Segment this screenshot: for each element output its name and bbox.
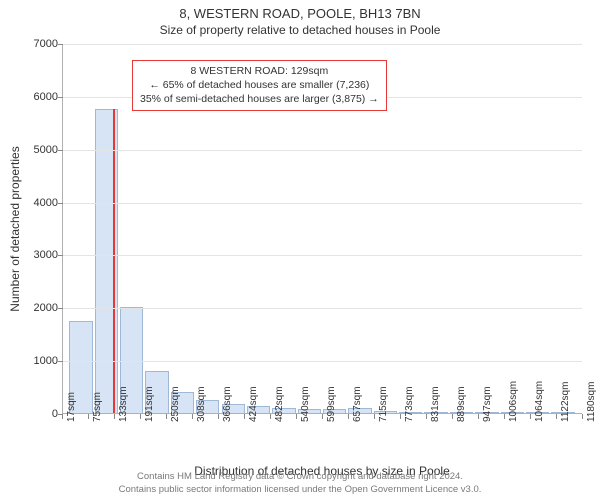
ytick-label: 6000: [18, 91, 58, 103]
xtick-label: 17sqm: [66, 392, 77, 422]
ytick-label: 4000: [18, 197, 58, 209]
gridline: [63, 203, 582, 204]
xtick-mark: [374, 414, 375, 419]
gridline: [63, 150, 582, 151]
xtick-label: 75sqm: [92, 392, 103, 422]
xtick-mark: [452, 414, 453, 419]
xtick-mark: [348, 414, 349, 419]
xtick-label: 191sqm: [144, 386, 155, 422]
xtick-label: 831sqm: [430, 386, 441, 422]
xtick-mark: [244, 414, 245, 419]
xtick-label: 482sqm: [274, 386, 285, 422]
xtick-mark: [556, 414, 557, 419]
xtick-mark: [62, 414, 63, 419]
xtick-label: 657sqm: [352, 386, 363, 422]
xtick-mark: [140, 414, 141, 419]
xtick-mark: [426, 414, 427, 419]
xtick-mark: [192, 414, 193, 419]
annotation-line-3: 35% of semi-detached houses are larger (…: [140, 92, 379, 106]
footer-line-1: Contains HM Land Registry data © Crown c…: [0, 471, 600, 483]
gridline: [63, 255, 582, 256]
xtick-label: 133sqm: [118, 386, 129, 422]
footer-attribution: Contains HM Land Registry data © Crown c…: [0, 471, 600, 496]
annotation-line-2: ← 65% of detached houses are smaller (7,…: [140, 78, 379, 92]
xtick-mark: [166, 414, 167, 419]
ytick-mark: [58, 361, 63, 362]
ytick-mark: [58, 203, 63, 204]
ytick-label: 3000: [18, 249, 58, 261]
chart-container: Number of detached properties 0100020003…: [62, 44, 582, 414]
xtick-label: 250sqm: [170, 386, 181, 422]
xtick-mark: [582, 414, 583, 419]
xtick-mark: [322, 414, 323, 419]
xtick-mark: [296, 414, 297, 419]
xtick-label: 1064sqm: [534, 381, 545, 422]
xtick-label: 540sqm: [300, 386, 311, 422]
ytick-label: 7000: [18, 38, 58, 50]
ytick-mark: [58, 97, 63, 98]
xtick-label: 947sqm: [482, 386, 493, 422]
ytick-label: 5000: [18, 144, 58, 156]
xtick-label: 1180sqm: [586, 382, 597, 422]
ytick-mark: [58, 255, 63, 256]
property-marker-line: [113, 109, 115, 413]
ytick-mark: [58, 308, 63, 309]
xtick-label: 715sqm: [378, 386, 389, 422]
footer-line-2: Contains public sector information licen…: [0, 484, 600, 496]
xtick-mark: [504, 414, 505, 419]
xtick-mark: [530, 414, 531, 419]
xtick-label: 308sqm: [196, 386, 207, 422]
xtick-label: 424sqm: [248, 386, 259, 422]
xtick-label: 1006sqm: [508, 381, 519, 422]
gridline: [63, 308, 582, 309]
y-axis-label: Number of detached properties: [8, 146, 22, 311]
xtick-mark: [478, 414, 479, 419]
xtick-label: 599sqm: [326, 386, 337, 422]
ytick-label: 2000: [18, 302, 58, 314]
ytick-label: 1000: [18, 355, 58, 367]
xtick-mark: [218, 414, 219, 419]
xtick-mark: [400, 414, 401, 419]
page-title: 8, WESTERN ROAD, POOLE, BH13 7BN: [0, 0, 600, 21]
page-subtitle: Size of property relative to detached ho…: [0, 21, 600, 37]
xtick-label: 1122sqm: [560, 382, 571, 422]
xtick-mark: [270, 414, 271, 419]
xtick-label: 366sqm: [222, 386, 233, 422]
xtick-label: 773sqm: [404, 386, 415, 422]
gridline: [63, 44, 582, 45]
ytick-mark: [58, 44, 63, 45]
annotation-line-1: 8 WESTERN ROAD: 129sqm: [140, 64, 379, 78]
annotation-box: 8 WESTERN ROAD: 129sqm ← 65% of detached…: [132, 60, 387, 111]
ytick-mark: [58, 150, 63, 151]
xtick-label: 889sqm: [456, 386, 467, 422]
xtick-mark: [88, 414, 89, 419]
xtick-mark: [114, 414, 115, 419]
ytick-label: 0: [18, 408, 58, 420]
gridline: [63, 361, 582, 362]
